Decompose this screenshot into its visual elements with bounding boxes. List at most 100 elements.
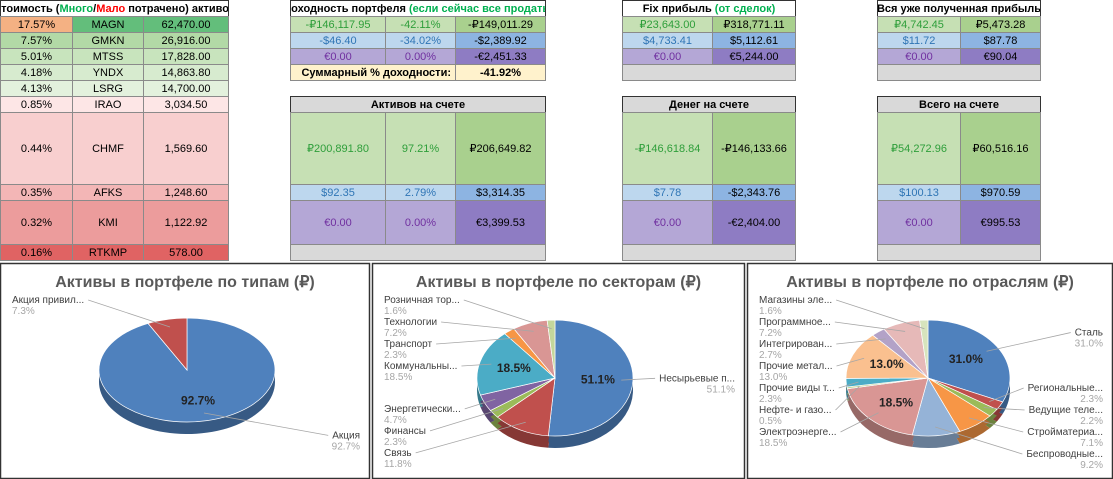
cell: -₽146,618.84 [622, 112, 713, 185]
header: Вся уже полученная прибыль [877, 0, 1041, 17]
cell: 1,122.92 [143, 200, 229, 245]
data-label-name: Технологии [384, 317, 437, 328]
cell: 26,916.00 [143, 32, 229, 49]
data-label-value: 18.5% [759, 438, 787, 449]
cell: LSRG [72, 80, 144, 97]
cell: 7.57% [0, 32, 73, 49]
leader-line [836, 299, 925, 330]
leader-line [461, 363, 492, 367]
data-label-name: Электроэнерге... [759, 427, 837, 438]
cell: 0.00% [385, 200, 456, 245]
cell: CHMF [72, 112, 144, 185]
data-label-value: 92.7% [332, 441, 360, 452]
data-label-value: 1.6% [759, 306, 782, 317]
empty-row [290, 244, 546, 261]
data-label-value: 4.7% [384, 415, 407, 426]
cell: 4.18% [0, 64, 73, 81]
cell: $5,112.61 [712, 32, 796, 49]
empty-row [877, 244, 1041, 261]
cell: 1,248.60 [143, 184, 229, 201]
data-label-value: 13.0% [759, 372, 787, 383]
cell: -₽146,133.66 [712, 112, 796, 185]
data-label-value: 2.7% [759, 350, 782, 361]
data-label-name: Интегрирован... [759, 339, 832, 350]
chart-title: Активы в портфеле по секторам (₽) [416, 274, 701, 291]
data-label-value: 18.5% [384, 372, 412, 383]
data-label-name: Сталь [1075, 328, 1103, 339]
cell: 0.32% [0, 200, 73, 245]
cell: $87.78 [960, 32, 1041, 49]
leader-line [989, 387, 1024, 402]
cell: -$46.40 [290, 32, 386, 49]
cell: €0.00 [877, 200, 961, 245]
data-label-value: 1.6% [384, 306, 407, 317]
data-label-value: 2.2% [1080, 416, 1103, 427]
data-label-name: Коммунальны... [384, 361, 457, 372]
chart-title: Активы в портфеле по типам (₽) [55, 274, 315, 291]
header-part: Доходность портфеля [290, 2, 409, 15]
empty-row [622, 244, 796, 261]
subheader: Активов на счете [290, 96, 546, 113]
cell: -$2,389.92 [455, 32, 546, 49]
cell: 578.00 [143, 244, 229, 261]
leader-line [983, 407, 1025, 411]
leader-line [935, 426, 1023, 455]
leader-line [436, 337, 517, 345]
slice [547, 319, 634, 437]
slice-label: 92.7% [181, 393, 215, 407]
leader-line [88, 299, 171, 328]
leader-line [429, 408, 504, 432]
slice [919, 319, 929, 379]
header: Доходность портфеля (если сейчас все про… [290, 0, 546, 17]
cell: -₽149,011.29 [455, 16, 546, 33]
cell: 0.00% [385, 48, 456, 65]
slice [927, 319, 1011, 403]
slice [845, 334, 930, 379]
cell: -42.11% [385, 16, 456, 33]
cell: ₽318,771.11 [712, 16, 796, 33]
data-label-name: Акция [332, 430, 360, 441]
slice-label: 13.0% [870, 357, 904, 371]
cell: €0.00 [290, 48, 386, 65]
data-label-name: Беспроводные... [1026, 449, 1103, 460]
leader-line [415, 421, 526, 454]
cell: €0.00 [877, 48, 961, 65]
header-part: Fix прибыль [642, 2, 715, 15]
leader-line [463, 299, 552, 330]
data-label-value: 2.3% [384, 350, 407, 361]
cell: €995.53 [960, 200, 1041, 245]
data-label-value: 31.0% [1075, 339, 1103, 350]
data-label-value: 7.2% [384, 328, 407, 339]
leader-line [834, 321, 906, 332]
cell: 4.13% [0, 80, 73, 97]
data-label-name: Нефте- и газо... [759, 404, 832, 416]
data-label-value: 7.3% [12, 306, 35, 317]
data-label-name: Энергетически... [384, 404, 461, 415]
slice-label: 18.5% [879, 396, 913, 410]
cell: ₽206,649.82 [455, 112, 546, 185]
data-label-name: Транспорт [384, 339, 433, 350]
empty-row [877, 64, 1041, 81]
data-label-value: 2.3% [384, 437, 407, 448]
header-part: (от сделок) [714, 2, 776, 15]
slice [147, 317, 188, 371]
cell: ₽200,891.80 [290, 112, 386, 185]
cell: 2.79% [385, 184, 456, 201]
cell: KMI [72, 200, 144, 245]
cell: 14,863.80 [143, 64, 229, 81]
cell: $970.59 [960, 184, 1041, 201]
cell: 17.57% [0, 16, 73, 33]
data-label-name: Акция привил... [12, 295, 84, 306]
slice [476, 333, 556, 396]
cell: -34.02% [385, 32, 456, 49]
cell: €0.00 [290, 200, 386, 245]
cell: 97.21% [385, 112, 456, 185]
data-label-name: Программное... [759, 317, 831, 328]
slice [546, 319, 556, 379]
data-label-name: Стройматериа... [1027, 427, 1103, 438]
chart-title: Активы в портфеле по отраслям (₽) [786, 274, 1074, 291]
cell: €5,244.00 [712, 48, 796, 65]
data-label-name: Несырьевые п... [659, 373, 735, 384]
data-label-value: 51.1% [707, 384, 735, 395]
